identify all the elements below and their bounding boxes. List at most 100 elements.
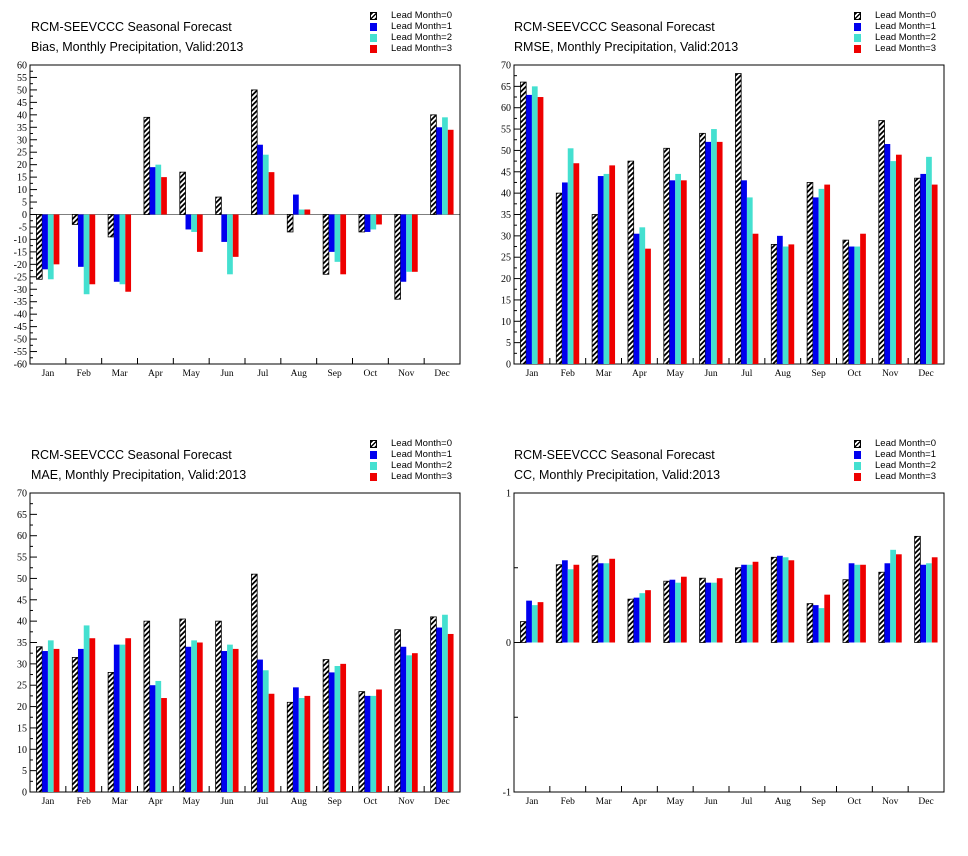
y-tick-label: 45 — [501, 167, 511, 178]
y-tick-label: 20 — [17, 160, 27, 171]
bar-sep-lead-0 — [806, 182, 814, 365]
bar-feb-lead-0 — [71, 657, 79, 793]
y-tick-label: -15 — [14, 247, 27, 258]
bar-oct-lead-2 — [370, 214, 377, 230]
x-tick-label: Aug — [775, 369, 792, 379]
y-tick-label: 25 — [17, 148, 27, 159]
bar-jul-lead-0 — [735, 73, 742, 365]
bar-mar-lead-3 — [609, 165, 616, 364]
bar-feb-lead-2 — [83, 625, 90, 792]
bar-jun-lead-1 — [705, 141, 712, 364]
y-tick-label: 20 — [17, 702, 27, 713]
bar-dec-lead-2 — [926, 563, 932, 643]
y-tick-label: 1 — [506, 489, 511, 500]
y-tick-label: 50 — [501, 146, 511, 157]
y-tick-label: 45 — [17, 595, 27, 606]
bar-dec-lead-1 — [920, 564, 927, 643]
legend-label: Lead Month=1 — [391, 449, 453, 460]
legend-swatch-hatched — [854, 11, 861, 20]
bar-may-lead-1 — [185, 214, 192, 230]
legend-entry-lead-0: Lead Month=0 — [370, 438, 452, 449]
bar-aug-lead-3 — [788, 560, 795, 643]
legend-swatch-blue — [370, 22, 377, 31]
y-tick-label: 15 — [17, 173, 27, 184]
legend-label: Lead Month=0 — [875, 438, 937, 449]
y-tick-label: 10 — [17, 745, 27, 756]
bar-jul-lead-1 — [741, 564, 747, 643]
bar-sep-lead-0 — [322, 214, 330, 275]
x-tick-label: Jun — [220, 369, 233, 379]
bar-aug-lead-1 — [777, 555, 783, 643]
bar-nov-lead-0 — [878, 120, 885, 365]
x-tick-label: Jun — [220, 797, 233, 807]
bar-sep-lead-3 — [340, 663, 347, 792]
bar-nov-lead-2 — [406, 655, 412, 792]
bar-mar-lead-0 — [107, 214, 115, 238]
bar-mar-lead-1 — [597, 563, 604, 643]
bar-jan-lead-1 — [42, 651, 48, 792]
x-tick-label: May — [667, 369, 685, 379]
y-tick-label: 65 — [501, 82, 511, 93]
bar-jul-lead-3 — [268, 693, 275, 792]
legend-entry-lead-2: Lead Month=2 — [370, 32, 452, 43]
bar-jan-lead-3 — [53, 648, 60, 792]
x-tick-label: Apr — [148, 797, 164, 807]
x-tick-label: Dec — [434, 797, 449, 807]
y-tick-label: 30 — [501, 231, 511, 242]
x-tick-label: Mar — [596, 797, 613, 807]
bar-sep-lead-1 — [328, 672, 335, 792]
bar-oct-lead-0 — [842, 579, 850, 643]
x-tick-label: Oct — [364, 797, 378, 807]
bar-nov-lead-3 — [895, 154, 902, 364]
y-tick-label: 55 — [17, 553, 27, 564]
y-tick-label: -35 — [14, 297, 27, 308]
bar-sep-lead-0 — [322, 659, 330, 793]
y-tick-label: 5 — [506, 338, 511, 349]
bar-jan-lead-3 — [537, 602, 544, 643]
y-tick-label: 70 — [17, 489, 27, 500]
x-tick-label: Dec — [918, 369, 933, 379]
legend-entry-lead-1: Lead Month=1 — [854, 21, 936, 32]
bar-nov-lead-1 — [884, 144, 891, 364]
bar-jul-lead-0 — [251, 573, 258, 793]
bar-apr-lead-1 — [149, 167, 156, 215]
bar-dec-lead-2 — [442, 614, 448, 792]
x-tick-label: Jul — [257, 369, 268, 379]
bar-jun-lead-0 — [699, 577, 706, 643]
y-tick-label: 30 — [17, 135, 27, 146]
bar-nov-lead-0 — [394, 214, 401, 300]
bar-feb-lead-0 — [555, 564, 563, 643]
legend-swatch-red — [370, 472, 377, 481]
legend-swatch-hatched — [370, 11, 377, 20]
x-tick-label: Jul — [741, 797, 752, 807]
x-tick-label: Apr — [632, 369, 648, 379]
bar-jun-lead-1 — [705, 582, 712, 643]
bar-nov-lead-3 — [895, 554, 902, 643]
bar-aug-lead-0 — [770, 243, 778, 365]
bar-apr-lead-3 — [645, 590, 651, 643]
legend-swatch-cyan — [370, 33, 377, 42]
bar-mar-lead-3 — [125, 214, 132, 292]
y-tick-label: 0 — [506, 638, 511, 649]
x-tick-label: Aug — [775, 797, 792, 807]
bar-aug-lead-2 — [298, 209, 305, 215]
legend-entry-lead-1: Lead Month=1 — [370, 21, 452, 32]
chart-legend: Lead Month=0 Lead Month=1 Lead Month=2 L… — [854, 438, 936, 482]
x-tick-label: Aug — [291, 369, 308, 379]
bar-nov-lead-3 — [411, 214, 418, 272]
legend-entry-lead-2: Lead Month=2 — [854, 460, 936, 471]
chart-panel-rmse: RCM-SEEVCCC Seasonal Forecast RMSE, Mont… — [484, 0, 968, 428]
y-tick-label: 20 — [501, 274, 511, 285]
bar-feb-lead-0 — [71, 214, 79, 225]
bar-nov-lead-2 — [890, 161, 896, 364]
legend-swatch-hatched — [370, 439, 377, 448]
x-tick-label: Mar — [112, 369, 129, 379]
legend-label: Lead Month=1 — [875, 449, 937, 460]
y-tick-label: 25 — [501, 253, 511, 264]
x-tick-label: Feb — [77, 369, 92, 379]
y-tick-label: 5 — [22, 766, 27, 777]
bar-mar-lead-3 — [125, 638, 132, 792]
bar-jun-lead-2 — [227, 644, 233, 792]
bar-apr-lead-2 — [155, 680, 162, 792]
